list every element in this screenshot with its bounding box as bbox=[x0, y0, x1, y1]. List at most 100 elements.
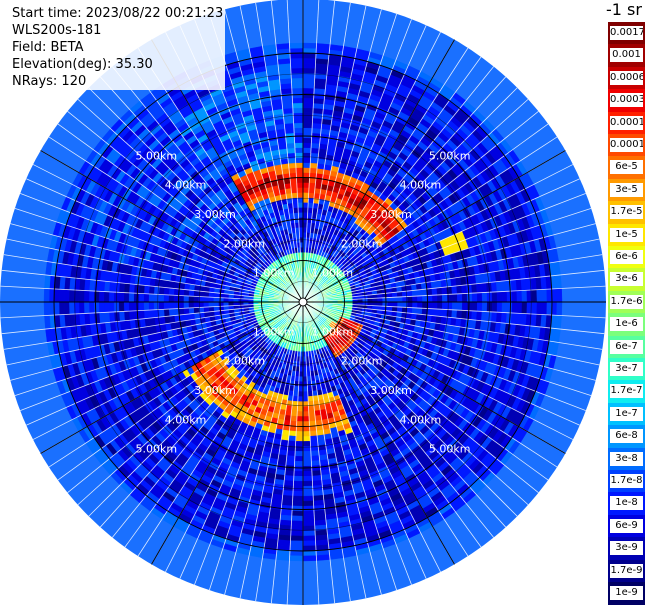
range-gate bbox=[406, 290, 413, 297]
range-gate bbox=[193, 290, 200, 297]
range-gate bbox=[302, 530, 316, 537]
range-gate bbox=[283, 480, 294, 487]
range-gate bbox=[382, 301, 388, 307]
range-gate bbox=[491, 301, 498, 313]
range-gate bbox=[387, 297, 393, 303]
range-gate bbox=[302, 436, 311, 442]
range-gate bbox=[293, 465, 304, 472]
range-gate bbox=[392, 296, 398, 303]
range-gate bbox=[551, 288, 558, 303]
range-gate bbox=[546, 288, 553, 303]
range-gate bbox=[302, 77, 315, 84]
range-gate bbox=[302, 87, 315, 94]
ray-separator bbox=[302, 0, 336, 303]
range-gate bbox=[516, 301, 523, 314]
range-gate bbox=[302, 391, 309, 397]
ray-separator bbox=[302, 193, 587, 303]
range-gate bbox=[78, 301, 85, 314]
range-gate bbox=[476, 310, 483, 321]
range-gate bbox=[302, 97, 314, 104]
range-gate bbox=[308, 410, 316, 417]
range-gate bbox=[293, 475, 304, 482]
range-gate bbox=[291, 510, 304, 517]
range-gate bbox=[310, 142, 320, 149]
range-gate bbox=[436, 308, 443, 317]
range-gate bbox=[422, 301, 428, 309]
range-gate bbox=[501, 301, 508, 313]
range-gate bbox=[286, 455, 296, 462]
range-gate bbox=[48, 301, 55, 316]
range-gate bbox=[294, 460, 304, 467]
ray-separator bbox=[302, 25, 427, 303]
range-gate bbox=[471, 292, 478, 303]
range-gate bbox=[451, 301, 458, 311]
range-gate bbox=[302, 127, 313, 134]
range-gate bbox=[310, 147, 320, 154]
range-gate bbox=[143, 293, 150, 303]
range-gate bbox=[98, 301, 105, 313]
ray-separator bbox=[302, 9, 382, 303]
range-gate bbox=[183, 307, 190, 315]
range-gate bbox=[118, 292, 125, 303]
ray-separator bbox=[302, 13, 398, 303]
ray-separator bbox=[302, 98, 529, 303]
range-gate bbox=[456, 293, 463, 303]
range-gate bbox=[302, 505, 315, 512]
range-gate bbox=[93, 290, 100, 303]
range-gate bbox=[302, 535, 316, 542]
range-gate bbox=[551, 301, 558, 316]
range-gate bbox=[302, 52, 317, 59]
range-gate bbox=[302, 416, 310, 422]
range-gate bbox=[44, 274, 51, 289]
range-gate bbox=[302, 167, 311, 173]
range-gate bbox=[302, 182, 310, 188]
range-gate bbox=[491, 291, 498, 303]
range-gate bbox=[291, 405, 298, 412]
range-gate bbox=[103, 291, 110, 303]
range-gate bbox=[292, 490, 304, 497]
range-gate bbox=[143, 285, 150, 295]
range-gate bbox=[295, 440, 304, 447]
range-gate bbox=[213, 301, 219, 307]
range-gate bbox=[133, 292, 140, 303]
range-gate bbox=[302, 142, 312, 149]
range-gate bbox=[302, 381, 308, 387]
range-gate bbox=[302, 510, 315, 517]
range-gate bbox=[311, 132, 321, 139]
range-gate bbox=[302, 92, 315, 99]
range-gate bbox=[213, 297, 219, 303]
range-gate bbox=[163, 294, 169, 303]
range-gate bbox=[302, 495, 314, 502]
range-gate bbox=[417, 295, 423, 303]
ray-separator bbox=[302, 254, 603, 303]
range-gate bbox=[53, 288, 60, 303]
range-gate bbox=[302, 117, 313, 124]
range-gate bbox=[397, 301, 403, 308]
range-gate bbox=[275, 554, 290, 561]
ray-separator bbox=[302, 136, 558, 303]
range-gate bbox=[53, 301, 60, 316]
range-gate bbox=[193, 307, 200, 314]
range-gate bbox=[312, 117, 323, 124]
range-gate bbox=[128, 292, 135, 303]
range-gate bbox=[432, 294, 438, 303]
range-gate bbox=[148, 301, 155, 311]
range-gate bbox=[143, 309, 150, 319]
range-gate bbox=[302, 107, 314, 114]
range-gate bbox=[461, 284, 468, 294]
range-gate bbox=[178, 295, 184, 303]
range-gate bbox=[387, 301, 393, 307]
range-gate bbox=[427, 301, 433, 310]
range-gate bbox=[302, 147, 312, 154]
range-gate bbox=[296, 421, 304, 427]
range-gate bbox=[123, 310, 130, 321]
range-gate bbox=[451, 285, 458, 295]
range-gate bbox=[168, 294, 174, 303]
range-gate bbox=[309, 430, 318, 437]
ray-separator bbox=[302, 178, 580, 303]
range-gate bbox=[309, 435, 318, 442]
ray-separator bbox=[302, 223, 596, 303]
range-gate bbox=[516, 290, 523, 303]
range-gate bbox=[285, 465, 295, 472]
range-gate bbox=[178, 301, 184, 309]
